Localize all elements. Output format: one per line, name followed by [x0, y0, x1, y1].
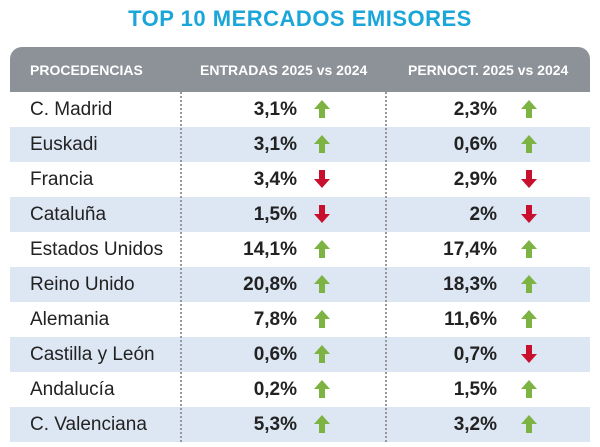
arrow-up	[521, 415, 537, 433]
table-row: Castilla y León 0,6% 0,7%	[10, 337, 590, 372]
value-cell: 1,5%	[453, 379, 497, 400]
arrow-up	[521, 240, 537, 258]
name-cell: C. Valenciana	[30, 414, 147, 435]
arrow-up	[314, 345, 330, 363]
value-cell: 1,5%	[253, 204, 297, 225]
separator	[180, 92, 182, 442]
arrow-up	[521, 310, 537, 328]
arrow-up	[314, 310, 330, 328]
value-cell: 2,3%	[453, 99, 497, 120]
table-row: Andalucía 0,2% 1,5%	[10, 372, 590, 407]
arrow-up	[521, 135, 537, 153]
title: TOP 10 MERCADOS EMISORES	[128, 6, 472, 31]
arrow-up	[521, 100, 537, 118]
table-row: C. Madrid 3,1% 2,3%	[10, 92, 590, 127]
table-row: C. Valenciana 5,3% 3,2%	[10, 407, 590, 442]
value-cell: 20,8%	[243, 274, 297, 295]
table-row: Alemania 7,8% 11,6%	[10, 302, 590, 337]
arrow-down	[314, 205, 330, 223]
value-cell: 0,7%	[453, 344, 497, 365]
value-cell: 2,9%	[453, 169, 497, 190]
arrow-up	[314, 415, 330, 433]
value-cell: 2%	[469, 204, 497, 225]
arrow-up	[314, 240, 330, 258]
table-row: Estados Unidos 14,1% 17,4%	[10, 232, 590, 267]
name-cell: Cataluña	[30, 204, 107, 225]
value-cell: 0,2%	[253, 379, 297, 400]
arrow-down	[521, 170, 537, 188]
value-cell: 0,6%	[253, 344, 297, 365]
header-cell: PERNOCT. 2025 vs 2024	[408, 62, 569, 78]
table-row: Francia 3,4% 2,9%	[10, 162, 590, 197]
arrow-down	[521, 345, 537, 363]
table-header: PROCEDENCIAS ENTRADAS 2025 vs 2024 PERNO…	[10, 47, 590, 92]
arrow-up	[314, 380, 330, 398]
arrow-up	[314, 135, 330, 153]
value-cell: 7,8%	[253, 309, 297, 330]
arrow-down	[521, 205, 537, 223]
value-cell: 11,6%	[444, 309, 497, 330]
arrow-down	[314, 170, 330, 188]
value-cell: 17,4%	[443, 239, 497, 260]
name-cell: Euskadi	[30, 134, 98, 155]
value-cell: 18,3%	[443, 274, 497, 295]
name-cell: Castilla y León	[30, 344, 155, 365]
arrow-up	[521, 380, 537, 398]
name-cell: Andalucía	[30, 379, 115, 400]
name-cell: Reino Unido	[30, 274, 135, 295]
name-cell: Alemania	[30, 309, 110, 330]
table-row: Euskadi 3,1% 0,6%	[10, 127, 590, 162]
value-cell: 0,6%	[453, 134, 497, 155]
value-cell: 3,4%	[253, 169, 297, 190]
value-cell: 3,2%	[453, 414, 497, 435]
value-cell: 3,1%	[253, 99, 297, 120]
arrow-up	[314, 100, 330, 118]
name-cell: Francia	[30, 169, 94, 190]
arrow-up	[314, 275, 330, 293]
table-row: Cataluña 1,5% 2%	[10, 197, 590, 232]
arrow-up	[521, 275, 537, 293]
value-cell: 3,1%	[253, 134, 297, 155]
name-cell: Estados Unidos	[30, 239, 164, 260]
header-cell: ENTRADAS 2025 vs 2024	[200, 62, 368, 78]
header-cell: PROCEDENCIAS	[30, 62, 143, 78]
table-row: Reino Unido 20,8% 18,3%	[10, 267, 590, 302]
separator	[385, 92, 387, 442]
value-cell: 5,3%	[253, 414, 297, 435]
value-cell: 14,1%	[243, 239, 297, 260]
name-cell: C. Madrid	[30, 99, 113, 120]
